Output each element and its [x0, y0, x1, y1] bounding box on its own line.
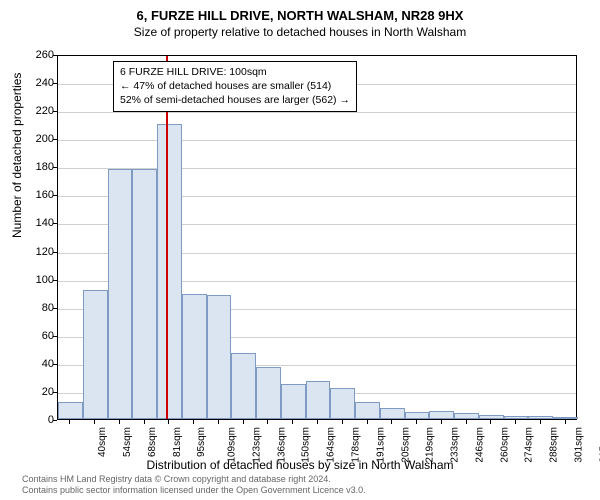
- ytick-mark: [53, 336, 57, 337]
- ytick-label: 160: [36, 189, 54, 201]
- ytick-mark: [53, 223, 57, 224]
- histogram-bar: [207, 295, 232, 419]
- ytick-mark: [53, 420, 57, 421]
- plot-area: 6 FURZE HILL DRIVE: 100sqm← 47% of detac…: [57, 55, 577, 420]
- ytick-mark: [53, 55, 57, 56]
- footer-attribution: Contains HM Land Registry data © Crown c…: [22, 474, 366, 497]
- ytick-mark: [53, 280, 57, 281]
- ytick-label: 100: [36, 274, 54, 286]
- ytick-mark: [53, 111, 57, 112]
- ytick-label: 240: [36, 77, 54, 89]
- xtick-mark: [515, 420, 516, 424]
- xtick-mark: [391, 420, 392, 424]
- xtick-label: 40sqm: [97, 427, 108, 457]
- ytick-mark: [53, 195, 57, 196]
- histogram-bar: [504, 416, 529, 419]
- histogram-bar: [553, 417, 578, 419]
- ytick-mark: [53, 83, 57, 84]
- xtick-mark: [267, 420, 268, 424]
- histogram-bar: [231, 353, 256, 419]
- gridline: [58, 112, 576, 113]
- chart-title: 6, FURZE HILL DRIVE, NORTH WALSHAM, NR28…: [0, 0, 600, 23]
- ytick-label: 260: [36, 49, 54, 61]
- xtick-mark: [94, 420, 95, 424]
- xtick-mark: [342, 420, 343, 424]
- xtick-label: 54sqm: [122, 427, 133, 457]
- ytick-label: 120: [36, 246, 54, 258]
- ytick-label: 140: [36, 217, 54, 229]
- xtick-mark: [144, 420, 145, 424]
- footer-line1: Contains HM Land Registry data © Crown c…: [22, 474, 366, 485]
- xtick-label: 68sqm: [147, 427, 158, 457]
- histogram-bar: [306, 381, 331, 419]
- xtick-mark: [367, 420, 368, 424]
- xtick-mark: [69, 420, 70, 424]
- annotation-box: 6 FURZE HILL DRIVE: 100sqm← 47% of detac…: [113, 61, 357, 112]
- ytick-label: 220: [36, 105, 54, 117]
- histogram-bar: [132, 169, 157, 419]
- histogram-bar: [83, 290, 108, 419]
- xtick-mark: [243, 420, 244, 424]
- ytick-mark: [53, 308, 57, 309]
- histogram-bar: [58, 402, 83, 419]
- xtick-mark: [441, 420, 442, 424]
- y-axis-label: Number of detached properties: [10, 73, 24, 238]
- histogram-bar: [281, 384, 306, 419]
- footer-line2: Contains public sector information licen…: [22, 485, 366, 496]
- annotation-line3: 52% of semi-detached houses are larger (…: [120, 93, 350, 107]
- histogram-bar: [479, 415, 504, 419]
- ytick-label: 180: [36, 161, 54, 173]
- xtick-mark: [490, 420, 491, 424]
- ytick-mark: [53, 364, 57, 365]
- histogram-bar: [380, 408, 405, 419]
- xtick-mark: [292, 420, 293, 424]
- xtick-mark: [416, 420, 417, 424]
- xtick-mark: [565, 420, 566, 424]
- ytick-label: 200: [36, 133, 54, 145]
- histogram-bar: [454, 413, 479, 419]
- histogram-bar: [256, 367, 281, 419]
- histogram-bar: [355, 402, 380, 419]
- xtick-mark: [119, 420, 120, 424]
- histogram-bar: [429, 411, 454, 419]
- annotation-line2: ← 47% of detached houses are smaller (51…: [120, 79, 350, 93]
- xtick-mark: [168, 420, 169, 424]
- histogram-bar: [528, 416, 553, 419]
- annotation-line1: 6 FURZE HILL DRIVE: 100sqm: [120, 65, 350, 79]
- ytick-mark: [53, 167, 57, 168]
- xtick-mark: [218, 420, 219, 424]
- histogram-bar: [330, 388, 355, 419]
- histogram-bar: [157, 124, 182, 419]
- xtick-mark: [193, 420, 194, 424]
- histogram-bar: [405, 412, 430, 419]
- gridline: [58, 140, 576, 141]
- x-axis-label: Distribution of detached houses by size …: [0, 458, 600, 472]
- chart-subtitle: Size of property relative to detached ho…: [0, 23, 600, 39]
- histogram-bar: [182, 294, 207, 419]
- xtick-mark: [317, 420, 318, 424]
- ytick-mark: [53, 139, 57, 140]
- histogram-bar: [108, 169, 133, 419]
- xtick-label: 95sqm: [196, 427, 207, 457]
- xtick-label: 81sqm: [172, 427, 183, 457]
- ytick-mark: [53, 392, 57, 393]
- xtick-mark: [540, 420, 541, 424]
- xtick-mark: [466, 420, 467, 424]
- ytick-mark: [53, 252, 57, 253]
